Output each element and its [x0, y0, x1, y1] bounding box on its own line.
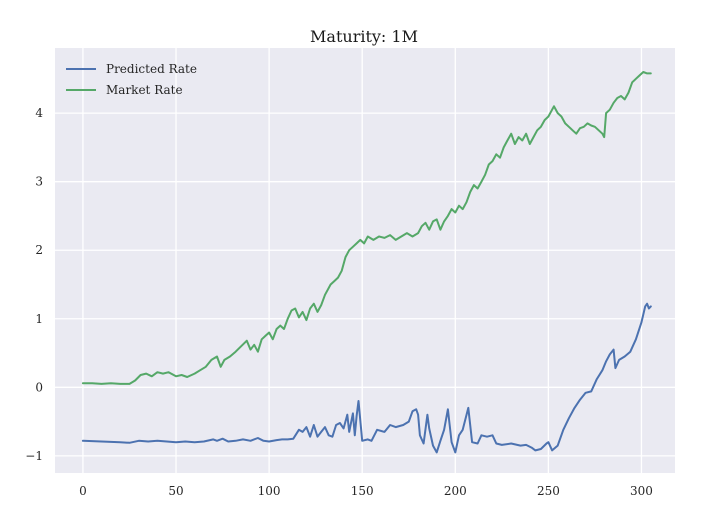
series-line-predicted-rate	[81, 302, 652, 454]
plot-area	[55, 48, 675, 473]
legend-label: Market Rate	[106, 83, 183, 97]
y-tick-label: −1	[25, 449, 43, 463]
series-lines	[81, 71, 652, 454]
x-tick-label: 150	[351, 484, 374, 498]
x-tick-label: 300	[630, 484, 653, 498]
legend-label: Predicted Rate	[106, 62, 197, 76]
y-tick-label: 1	[35, 312, 43, 326]
x-axis-ticks: 0 50 100 150 200 250 300	[79, 484, 653, 498]
x-tick-label: 100	[258, 484, 281, 498]
x-tick-label: 50	[168, 484, 183, 498]
y-tick-label: 0	[35, 380, 43, 394]
chart-title: Maturity: 1M	[310, 27, 418, 46]
y-axis-ticks: −1 0 1 2 3 4	[25, 106, 43, 463]
grid-lines	[55, 48, 675, 473]
y-tick-label: 4	[35, 106, 43, 120]
x-tick-label: 0	[79, 484, 87, 498]
legend: Predicted Rate Market Rate	[66, 62, 197, 97]
y-tick-label: 2	[35, 243, 43, 257]
x-tick-label: 250	[537, 484, 560, 498]
series-line-market-rate	[81, 71, 652, 385]
x-tick-label: 200	[444, 484, 467, 498]
y-tick-label: 3	[35, 175, 43, 189]
